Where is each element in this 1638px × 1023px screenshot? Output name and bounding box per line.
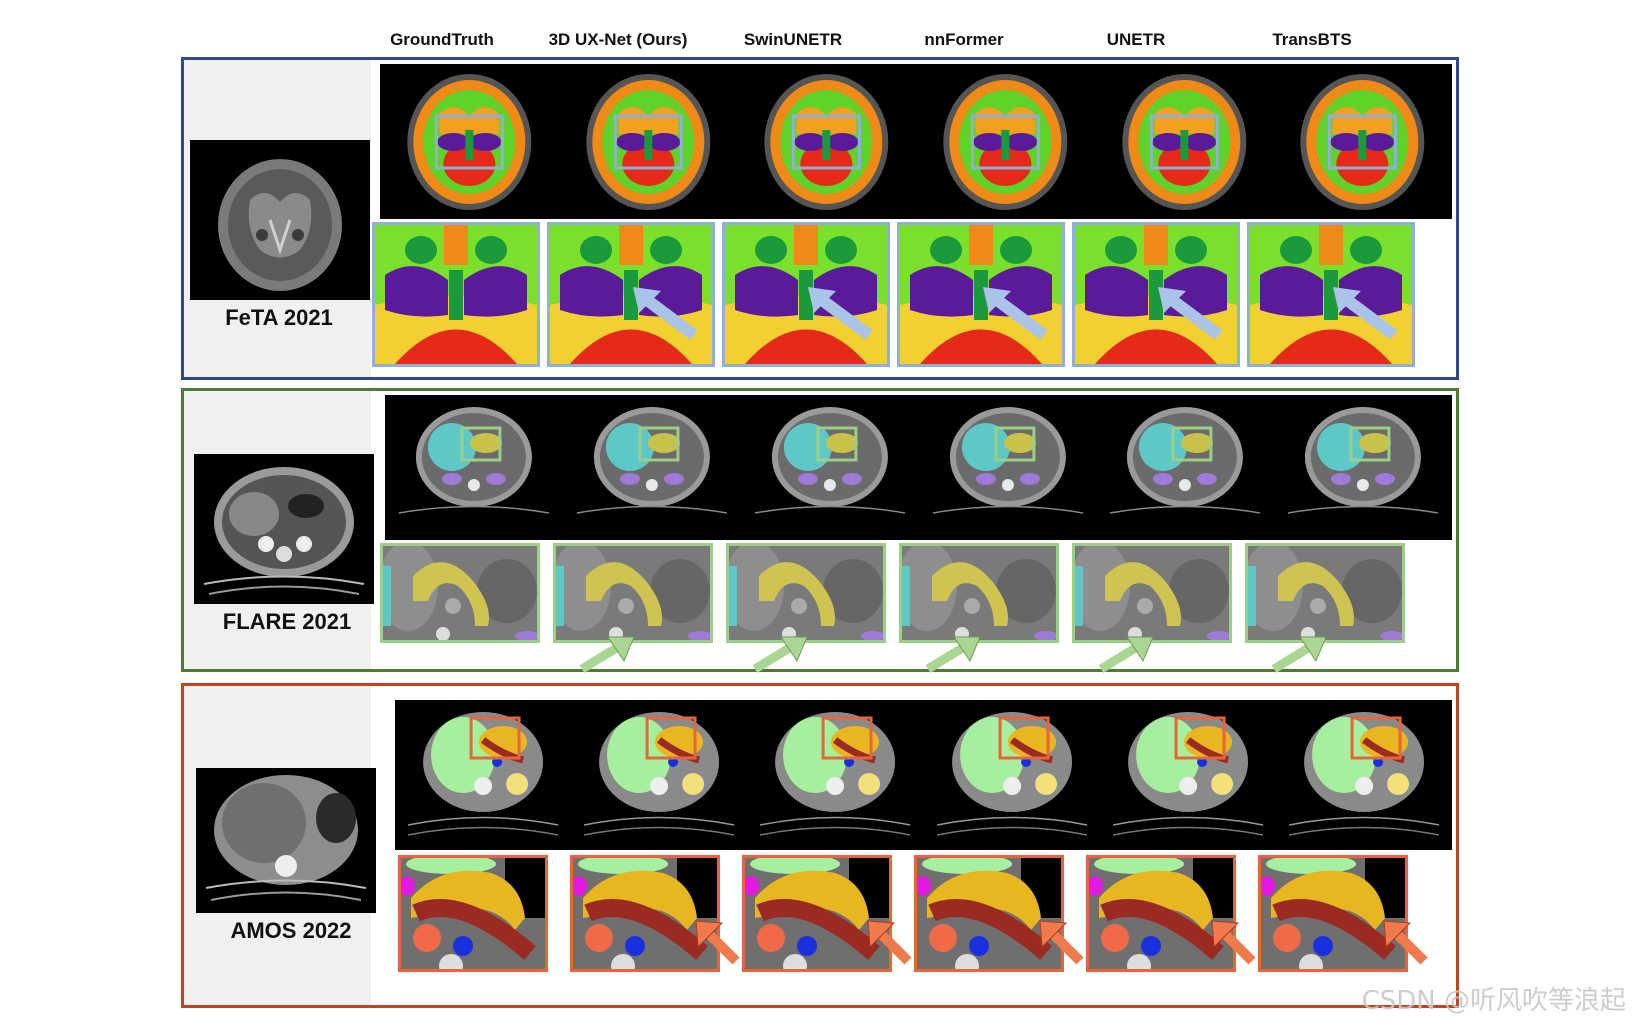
- flare-dataset-label: FLARE 2021: [222, 609, 352, 634]
- flare-prediction-5: [1287, 407, 1439, 514]
- flare-arrow-4: [1098, 636, 1154, 673]
- feta-zoom-1: [547, 222, 715, 367]
- amos-arrow-3: [1039, 920, 1084, 965]
- amos-arrow-1: [695, 920, 740, 965]
- column-header-groundtruth: GroundTruth: [390, 30, 494, 49]
- feta-zoom-2: [722, 222, 890, 367]
- feta-prediction-2: [764, 74, 889, 210]
- flare-row-cells: [385, 395, 1452, 540]
- feta-dataset-label: FeTA 2021: [225, 305, 333, 330]
- amos-prediction-5: [1288, 712, 1440, 836]
- amos-zoom-0: [398, 855, 548, 972]
- amos-prediction-0: [407, 712, 559, 836]
- amos-arrow-2: [867, 920, 912, 965]
- flare-prediction-3: [932, 407, 1083, 514]
- flare-zoom-2: [726, 543, 886, 643]
- column-header-transbts: TransBTS: [1272, 30, 1352, 49]
- flare-arrow-1: [579, 636, 635, 673]
- amos-prediction-strip: [395, 700, 1452, 850]
- flare-zoom-3: [899, 543, 1059, 643]
- column-header-nnformer: nnFormer: [924, 30, 1004, 49]
- feta-prediction-4: [1121, 74, 1246, 210]
- amos-prediction-1: [584, 712, 735, 836]
- flare-prediction-2: [754, 407, 905, 514]
- column-header-3d-ux-net: 3D UX-Net (Ours): [548, 30, 688, 49]
- flare-zoom-row: [380, 543, 1460, 673]
- amos-zoom-2: [742, 855, 892, 972]
- flare-arrow-3: [925, 636, 981, 673]
- amos-zoom-row: [398, 855, 1458, 1002]
- amos-panel: AMOS 2022: [181, 683, 1459, 1008]
- amos-prediction-2: [760, 712, 911, 836]
- feta-prediction-0: [407, 74, 532, 210]
- amos-row-cells: [395, 700, 1452, 850]
- flare-arrow-5: [1271, 636, 1327, 673]
- feta-zoom-row: [372, 222, 1452, 372]
- flare-zoom-1: [553, 543, 713, 643]
- feta-prediction-1: [585, 74, 710, 210]
- flare-prediction-4: [1110, 407, 1261, 514]
- feta-zoom-3: [897, 222, 1065, 367]
- flare-panel: FLARE 2021: [181, 388, 1460, 673]
- feta-panel: FeTA 2021: [181, 57, 1459, 380]
- feta-row-cells: [380, 64, 1452, 219]
- amos-dataset-label: AMOS 2022: [230, 918, 352, 943]
- feta-zoom-4: [1072, 222, 1240, 367]
- amos-prediction-3: [936, 712, 1087, 836]
- amos-zoom-4: [1086, 855, 1236, 972]
- flare-zoom-5: [1245, 543, 1405, 643]
- amos-prediction-4: [1112, 712, 1263, 836]
- flare-prediction-0: [398, 407, 550, 514]
- feta-prediction-5: [1300, 74, 1425, 210]
- feta-prediction-strip: [380, 64, 1452, 219]
- amos-arrow-4: [1211, 920, 1256, 965]
- flare-zoom-0: [380, 543, 540, 643]
- amos-arrow-5: [1383, 920, 1428, 965]
- amos-input-image: [196, 768, 376, 913]
- flare-prediction-1: [576, 407, 727, 514]
- flare-zoom-4: [1072, 543, 1232, 643]
- column-header-unetr: UNETR: [1106, 30, 1166, 49]
- flare-input-image: [194, 454, 374, 604]
- flare-arrow-2: [752, 636, 808, 673]
- amos-zoom-5: [1258, 855, 1408, 972]
- flare-prediction-strip: [385, 395, 1452, 540]
- feta-zoom-5: [1247, 222, 1415, 367]
- csdn-watermark: CSDN @听风吹等浪起: [1361, 986, 1626, 1016]
- feta-prediction-3: [943, 74, 1068, 210]
- amos-zoom-1: [570, 855, 720, 972]
- amos-zoom-3: [914, 855, 1064, 972]
- column-header-swinunetr: SwinUNETR: [743, 30, 843, 49]
- feta-zoom-0: [372, 222, 540, 367]
- feta-input-image: [190, 140, 370, 300]
